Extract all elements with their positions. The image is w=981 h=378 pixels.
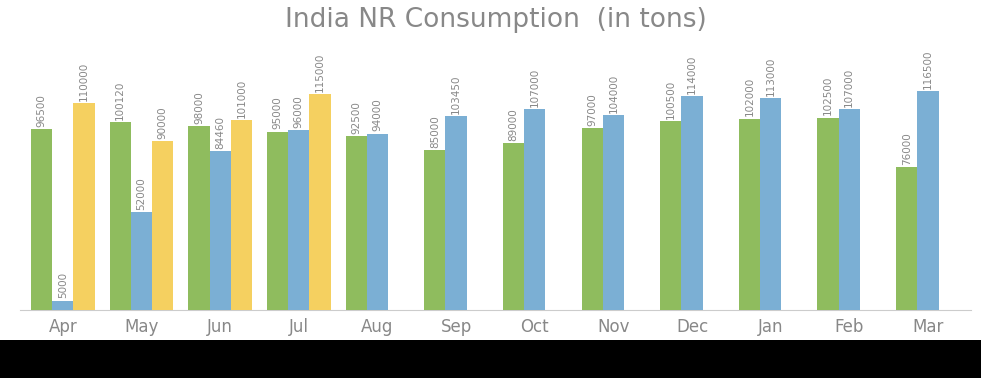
Bar bbox=[74, 104, 95, 310]
Text: 101000: 101000 bbox=[236, 79, 246, 118]
Bar bbox=[760, 98, 781, 310]
Text: 107000: 107000 bbox=[845, 68, 854, 107]
Bar bbox=[602, 115, 624, 310]
Text: 84460: 84460 bbox=[215, 116, 226, 149]
Bar bbox=[839, 109, 860, 310]
Bar bbox=[288, 130, 309, 310]
Text: 113000: 113000 bbox=[765, 56, 776, 96]
Text: 52000: 52000 bbox=[136, 177, 146, 210]
Bar bbox=[524, 109, 545, 310]
Text: 116500: 116500 bbox=[923, 50, 933, 89]
Bar bbox=[817, 118, 839, 310]
Bar bbox=[130, 212, 152, 310]
Title: India NR Consumption  (in tons): India NR Consumption (in tons) bbox=[284, 7, 706, 33]
Text: 76000: 76000 bbox=[902, 132, 911, 165]
Bar bbox=[345, 136, 367, 310]
Bar bbox=[367, 133, 388, 310]
Text: 96000: 96000 bbox=[293, 95, 304, 127]
Text: 103450: 103450 bbox=[451, 74, 461, 113]
Text: 98000: 98000 bbox=[194, 91, 204, 124]
Text: 89000: 89000 bbox=[508, 108, 519, 141]
Text: 104000: 104000 bbox=[608, 73, 618, 113]
Bar bbox=[682, 96, 702, 310]
Text: 96500: 96500 bbox=[36, 94, 47, 127]
Bar bbox=[267, 132, 288, 310]
Bar bbox=[424, 150, 445, 310]
Text: 92500: 92500 bbox=[351, 101, 361, 134]
Text: 102000: 102000 bbox=[745, 77, 754, 116]
Bar bbox=[188, 126, 210, 310]
Text: 115000: 115000 bbox=[315, 53, 325, 92]
Text: 95000: 95000 bbox=[273, 97, 283, 129]
Text: 102500: 102500 bbox=[823, 76, 833, 115]
Bar bbox=[52, 301, 74, 310]
Text: 5000: 5000 bbox=[58, 272, 68, 298]
Text: 100500: 100500 bbox=[666, 80, 676, 119]
Bar bbox=[152, 141, 174, 310]
Text: 85000: 85000 bbox=[430, 115, 439, 148]
Text: 110000: 110000 bbox=[79, 62, 89, 101]
Text: 94000: 94000 bbox=[373, 99, 383, 131]
Bar bbox=[231, 120, 252, 310]
Bar bbox=[503, 143, 524, 310]
Bar bbox=[445, 116, 467, 310]
Bar bbox=[917, 91, 939, 310]
Text: 100120: 100120 bbox=[116, 81, 126, 120]
Bar bbox=[210, 152, 231, 310]
Bar bbox=[896, 167, 917, 310]
Text: 97000: 97000 bbox=[588, 93, 597, 125]
Text: 114000: 114000 bbox=[687, 54, 697, 94]
Bar bbox=[660, 121, 682, 310]
Bar bbox=[31, 129, 52, 310]
Text: 107000: 107000 bbox=[530, 68, 540, 107]
Bar bbox=[110, 122, 130, 310]
Bar bbox=[739, 119, 760, 310]
Bar bbox=[309, 94, 331, 310]
Text: 90000: 90000 bbox=[158, 106, 168, 139]
Bar bbox=[582, 128, 602, 310]
